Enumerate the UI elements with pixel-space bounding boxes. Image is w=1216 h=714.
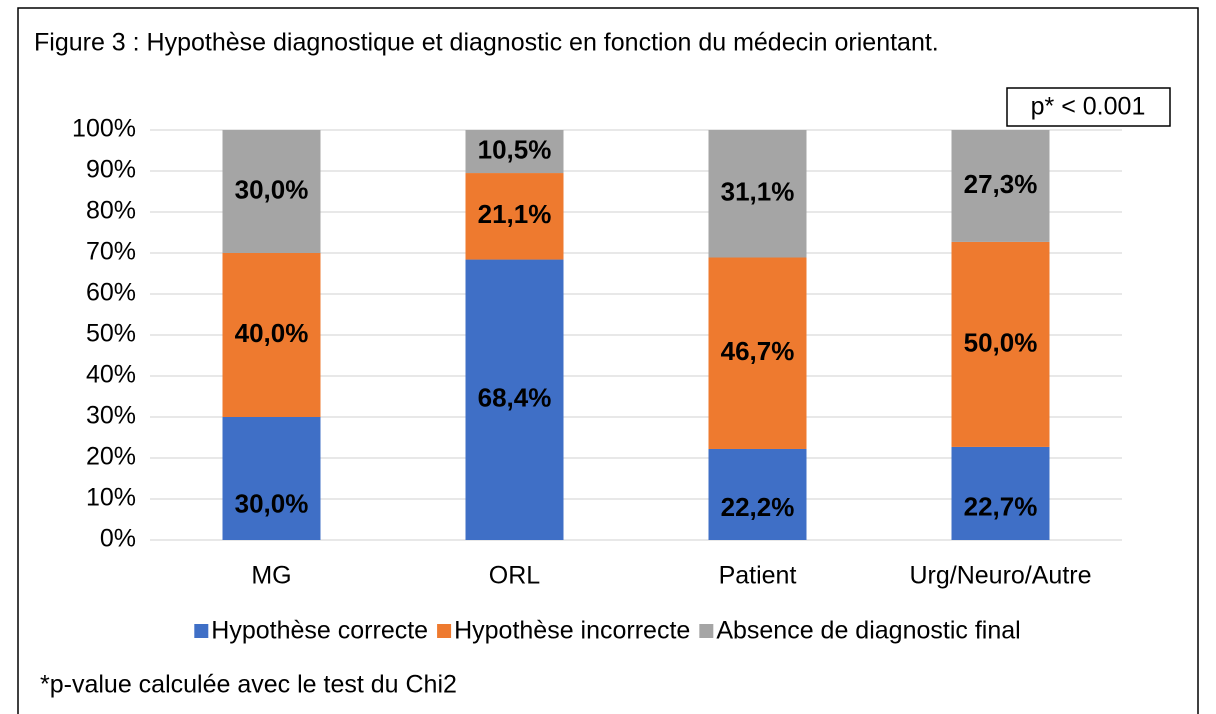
x-tick-label: ORL (489, 562, 541, 590)
bar-segment (222, 253, 321, 417)
bar-segment (465, 259, 564, 540)
legend-label: Absence de diagnostic final (716, 617, 1020, 645)
data-label: 30,0% (235, 174, 309, 204)
legend-swatch (194, 624, 209, 638)
bar-segment (222, 130, 321, 253)
y-tick-label: 0% (100, 525, 136, 553)
frame (17, 7, 1199, 714)
legend-swatch (699, 624, 714, 638)
bar-segment (222, 417, 321, 540)
data-label: 22,2% (721, 492, 795, 522)
annotation: p* < 0.001 (1031, 93, 1146, 121)
y-tick-label: 60% (86, 279, 136, 307)
data-label: 40,0% (235, 318, 309, 348)
y-tick-label: 80% (86, 197, 136, 225)
bar-segment (465, 173, 564, 260)
bar-segment (951, 130, 1050, 242)
data-label: 21,1% (478, 199, 552, 229)
bar-segment (708, 257, 807, 449)
y-tick-label: 10% (86, 484, 136, 512)
data-label: 22,7% (964, 492, 1038, 522)
legend-label: Hypothèse incorrecte (454, 617, 690, 645)
bar-segment (708, 448, 807, 540)
footnote: *p-value calculée avec le test du Chi2 (40, 671, 457, 699)
x-tick-label: Urg/Neuro/Autre (909, 562, 1091, 590)
legend-swatch (437, 624, 452, 638)
y-tick-label: 40% (86, 361, 136, 389)
x-tick-label: Patient (719, 562, 797, 590)
bar-segment (708, 130, 807, 258)
data-label: 27,3% (964, 169, 1038, 199)
data-label: 68,4% (478, 383, 552, 413)
data-label: 50,0% (964, 327, 1038, 357)
y-tick-label: 20% (86, 443, 136, 471)
data-label: 30,0% (235, 489, 309, 519)
bar-segment (465, 130, 564, 174)
chart-title: Figure 3 : Hypothèse diagnostique et dia… (34, 29, 939, 57)
y-tick-label: 50% (86, 320, 136, 348)
y-tick-label: 70% (86, 238, 136, 266)
data-label: 46,7% (721, 336, 795, 366)
data-label: 31,1% (721, 177, 795, 207)
data-label: 10,5% (478, 134, 552, 164)
bar-segment (951, 241, 1050, 447)
legend-label: Hypothèse correcte (211, 617, 428, 645)
y-tick-label: 100% (72, 115, 136, 143)
bar-segment (951, 446, 1050, 540)
annotation-box (1006, 87, 1171, 127)
y-tick-label: 30% (86, 402, 136, 430)
x-tick-label: MG (251, 562, 291, 590)
y-tick-label: 90% (86, 156, 136, 184)
